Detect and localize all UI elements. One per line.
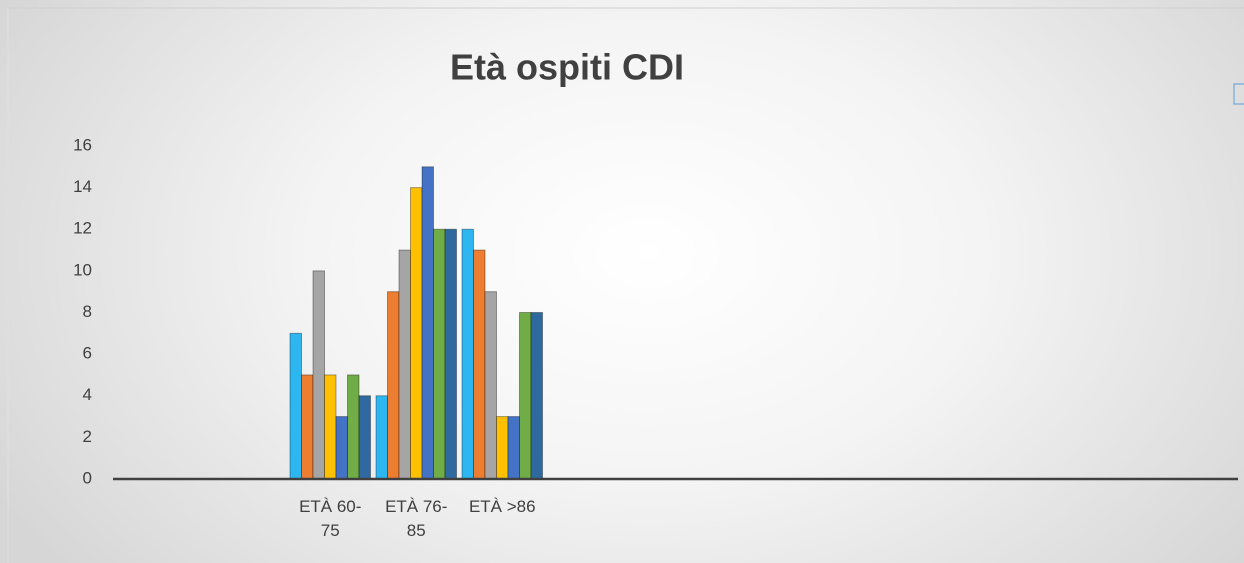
bar [398,249,411,480]
bar [473,249,486,480]
y-tick-label: 14 [73,177,92,196]
y-tick-label: 12 [73,219,92,238]
bar [444,228,457,480]
bar [387,291,400,480]
x-tick-label: ETÀ 76-85 [385,497,448,540]
bar [375,395,388,480]
y-tick-label: 6 [83,344,92,363]
bar [421,166,434,480]
bar [301,374,314,480]
bar [335,416,348,480]
bar [410,187,423,480]
y-tick-label: 10 [73,260,92,279]
bar [530,312,543,480]
bar [312,270,325,480]
x-tick-label: ETÀ 60-75 [299,497,362,540]
y-tick-label: 2 [83,427,92,446]
cropped-box [1233,83,1244,105]
y-tick-label: 4 [83,385,92,404]
y-tick-label: 0 [83,468,92,487]
chart-title: Età ospiti CDI [450,47,684,88]
x-tick-label: ETÀ >86 [468,497,536,516]
bar [461,228,474,480]
bar [324,374,337,480]
bar [496,416,509,480]
bar [484,291,497,480]
bar [507,416,520,480]
y-tick-label: 8 [83,302,92,321]
y-tick-label: 16 [73,135,92,154]
bar [289,332,302,480]
bar [519,312,532,480]
bar [433,228,446,480]
bar [347,374,360,480]
bar [358,395,371,480]
